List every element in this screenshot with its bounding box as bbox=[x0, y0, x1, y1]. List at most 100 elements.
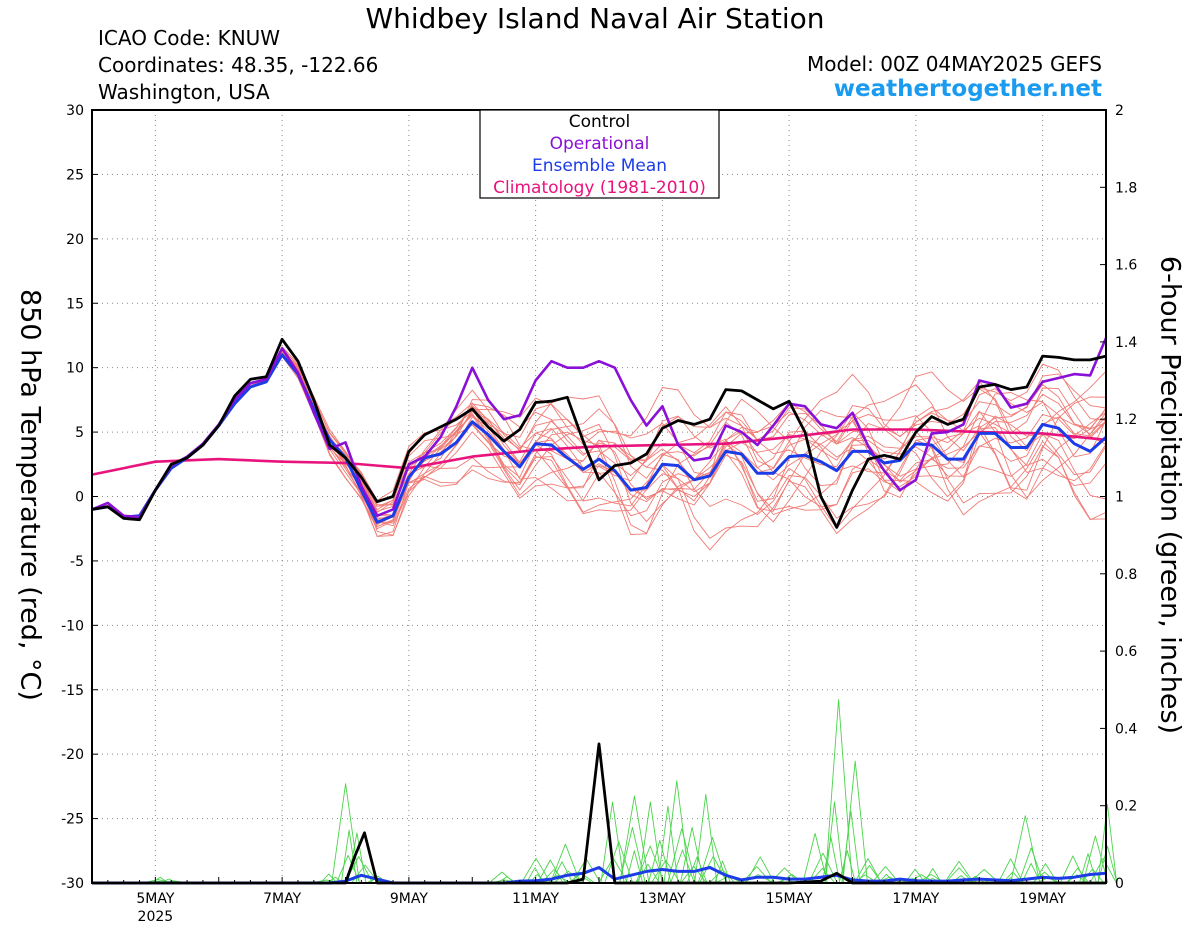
precip-member-line bbox=[904, 868, 926, 884]
y-right-tick-label: 1.4 bbox=[1115, 335, 1137, 351]
precip-member-line bbox=[663, 780, 691, 884]
y-right-tick-label: 0.6 bbox=[1115, 644, 1137, 660]
precip-member-line bbox=[871, 866, 900, 884]
precip-member-line bbox=[769, 867, 800, 884]
precip-member-line bbox=[923, 868, 943, 884]
legend-entry: Control bbox=[569, 112, 630, 132]
y-right-tick-label: 1 bbox=[1115, 490, 1124, 506]
icao-code: ICAO Code: KNUW bbox=[98, 26, 281, 50]
x-tick-label: 19MAY bbox=[1019, 891, 1066, 907]
temp-members bbox=[91, 346, 1107, 551]
y-left-tick-label: -25 bbox=[61, 812, 84, 828]
temp-member-line bbox=[91, 353, 1107, 536]
precip-members bbox=[142, 699, 1118, 884]
precip-member-line bbox=[331, 783, 360, 884]
precip-member-line bbox=[667, 828, 697, 884]
precip-member-line bbox=[600, 801, 625, 884]
precip-member-line bbox=[841, 810, 861, 884]
legend-entry: Climatology (1981-2010) bbox=[493, 178, 706, 198]
location: Washington, USA bbox=[98, 80, 270, 104]
x-tick-sublabel: 2025 bbox=[138, 909, 174, 925]
precip-member-line bbox=[1097, 845, 1118, 884]
precip-member-line bbox=[802, 832, 828, 884]
legend-entry: Ensemble Mean bbox=[532, 156, 667, 176]
precip-member-line bbox=[650, 859, 681, 884]
temp-member-line bbox=[91, 351, 1107, 537]
temp-member-line bbox=[91, 349, 1107, 518]
temp-member-line bbox=[91, 348, 1107, 519]
precip-series-ensemble bbox=[92, 866, 1107, 885]
precip-member-line bbox=[808, 852, 838, 884]
legend-entry: Operational bbox=[550, 134, 650, 154]
x-tick-label: 15MAY bbox=[766, 891, 813, 907]
precip-member-line bbox=[604, 841, 634, 884]
site-link[interactable]: weathertogether.net bbox=[833, 76, 1102, 102]
precip-member-line bbox=[821, 837, 841, 884]
x-tick-label: 11MAY bbox=[512, 891, 559, 907]
y-left-tick-label: 0 bbox=[75, 490, 84, 506]
precip-member-line bbox=[943, 860, 975, 884]
x-tick-label: 5MAY bbox=[136, 891, 174, 907]
precip-member-line bbox=[842, 760, 868, 884]
y-right-tick-label: 1.8 bbox=[1115, 180, 1137, 196]
precip-member-line bbox=[619, 795, 650, 884]
precip-member-line bbox=[1010, 815, 1041, 884]
y-left-tick-label: -10 bbox=[61, 618, 84, 634]
y-left-tick-label: 10 bbox=[66, 361, 84, 377]
y-left-tick-label: -20 bbox=[61, 747, 84, 763]
x-tick-label: 17MAY bbox=[892, 891, 939, 907]
x-tick-label: 9MAY bbox=[390, 891, 428, 907]
x-tick-label: 13MAY bbox=[639, 891, 686, 907]
y-right-tick-label: 0.2 bbox=[1115, 799, 1137, 815]
y-right-tick-label: 0 bbox=[1115, 876, 1124, 892]
temp-series-climatology bbox=[91, 428, 1107, 476]
y-right-tick-label: 0.8 bbox=[1115, 567, 1137, 583]
y-left-tick-label: 20 bbox=[66, 232, 84, 248]
coordinates: Coordinates: 48.35, -122.66 bbox=[98, 53, 379, 77]
y-right-tick-label: 0.4 bbox=[1115, 721, 1137, 737]
precip-member-line bbox=[1080, 868, 1105, 884]
precip-member-line bbox=[1018, 847, 1044, 884]
precip-member-line bbox=[854, 858, 882, 884]
precip-member-line bbox=[944, 867, 974, 884]
y-left-tick-label: 15 bbox=[66, 296, 84, 312]
temp-series-control bbox=[91, 337, 1107, 529]
precip-member-line bbox=[1082, 835, 1109, 884]
precip-member-line bbox=[520, 857, 552, 884]
temp-member-line bbox=[91, 349, 1107, 518]
model-run: Model: 00Z 04MAY2025 GEFS bbox=[807, 52, 1102, 76]
temp-member-line bbox=[91, 351, 1107, 518]
temp-series-ensemble bbox=[91, 353, 1108, 524]
precip-member-line bbox=[838, 850, 856, 884]
precip-member-line bbox=[1059, 855, 1087, 884]
precip-member-line bbox=[537, 859, 564, 884]
plot-frame bbox=[91, 109, 1107, 884]
precip-member-line bbox=[319, 873, 338, 884]
precip-member-line bbox=[625, 850, 644, 884]
x-tick-label: 7MAY bbox=[263, 891, 301, 907]
precip-member-line bbox=[549, 843, 581, 884]
temp-series-operational bbox=[91, 337, 1108, 519]
precip-member-line bbox=[335, 854, 361, 884]
precip-member-line bbox=[824, 801, 845, 884]
temp-member-line bbox=[91, 352, 1107, 537]
precip-member-line bbox=[709, 869, 736, 884]
precip-series-control bbox=[92, 742, 1106, 885]
temp-member-line bbox=[91, 346, 1107, 518]
y-left-tick-label: 30 bbox=[66, 103, 84, 119]
precip-member-line bbox=[824, 699, 853, 884]
precip-member-line bbox=[694, 794, 718, 884]
y-right-tick-label: 1.6 bbox=[1115, 258, 1137, 274]
precip-member-line bbox=[745, 856, 775, 884]
precip-member-line bbox=[1097, 804, 1118, 884]
precip-member-line bbox=[647, 839, 672, 884]
y-right-tick-label: 2 bbox=[1115, 103, 1124, 119]
y-left-tick-label: -5 bbox=[70, 554, 84, 570]
temp-member-line bbox=[91, 349, 1107, 518]
y-left-tick-label: -15 bbox=[61, 683, 84, 699]
legend-box bbox=[479, 109, 720, 199]
y-left-tick-label: 25 bbox=[66, 167, 84, 183]
precip-member-line bbox=[638, 801, 663, 884]
temp-member-line bbox=[91, 350, 1107, 518]
